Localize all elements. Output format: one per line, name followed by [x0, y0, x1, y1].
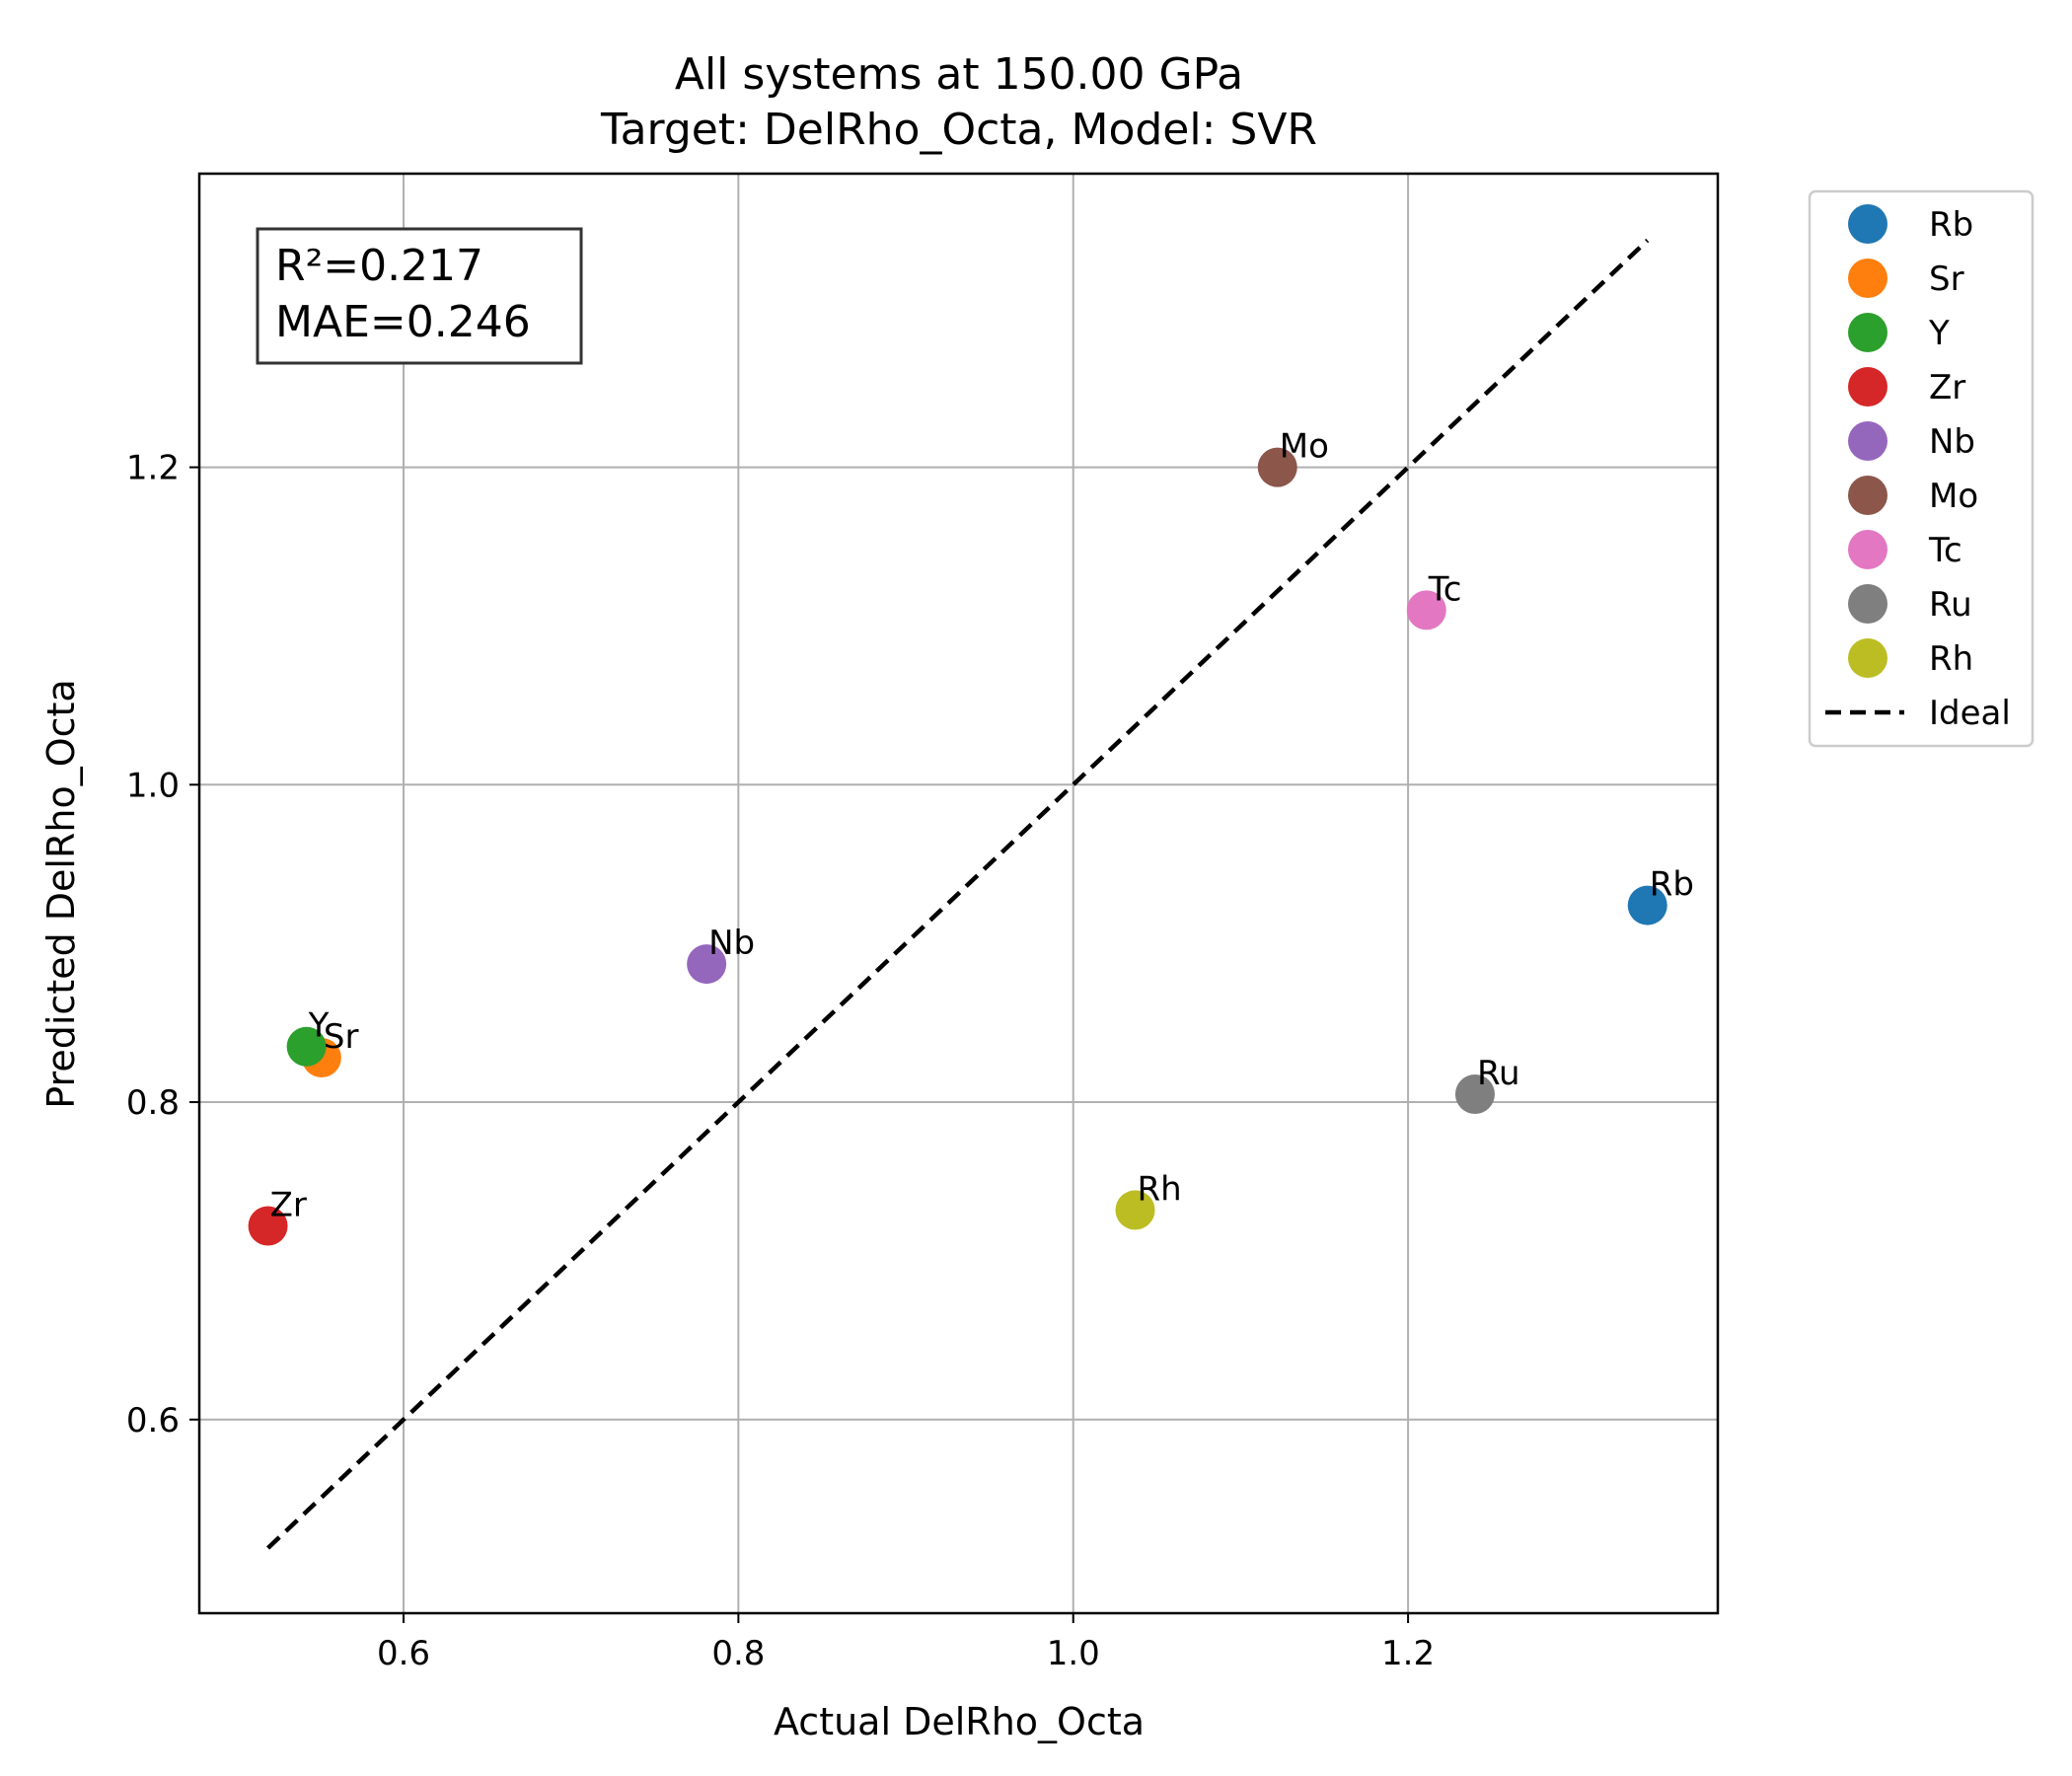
legend-label-mo: Mo: [1929, 477, 1978, 516]
legend-marker-mo: [1848, 476, 1887, 515]
legend-label-ideal: Ideal: [1929, 694, 2011, 733]
legend-label-zr: Zr: [1929, 368, 1965, 407]
stats-box-frame: [256, 227, 583, 365]
data-point-zr: [248, 1206, 288, 1246]
legend-label-sr: Sr: [1929, 259, 1964, 299]
point-label-ru: Ru: [1477, 1054, 1520, 1093]
point-label-zr: Zr: [270, 1186, 307, 1225]
legend-marker-zr: [1848, 367, 1887, 407]
point-label-y: Y: [308, 1006, 330, 1046]
axis-ticks: 0.6 0.8 1.0 1.2 0.6 0.8 1.0 1.2: [126, 449, 1435, 1673]
chart-subtitle: Target: DelRho_Octa, Model: SVR: [600, 105, 1317, 155]
x-tick-label: 1.0: [1047, 1634, 1100, 1673]
plot-frame: [197, 172, 1720, 1615]
legend-label-y: Y: [1928, 314, 1950, 353]
point-label-nb: Nb: [708, 924, 755, 963]
data-point-mo: [1257, 447, 1297, 487]
x-tick-label: 1.2: [1381, 1634, 1435, 1673]
legend: Rb Sr Y Zr Nb Mo Tc Ru Rh Ideal: [1808, 189, 2035, 748]
point-label-sr: Sr: [324, 1017, 359, 1057]
y-axis-label: Predicted DelRho_Octa: [39, 679, 83, 1108]
legend-marker-sr: [1848, 259, 1887, 298]
legend-marker-tc: [1848, 530, 1887, 569]
y-tick-label: 0.8: [126, 1083, 180, 1123]
data-point-tc: [1406, 590, 1446, 630]
stats-box: R²=0.217 MAE=0.246: [256, 227, 583, 365]
ideal-line: [266, 238, 1650, 1550]
legend-label-rh: Rh: [1929, 639, 1973, 679]
legend-marker-rh: [1848, 638, 1887, 678]
legend-label-ru: Ru: [1929, 585, 1972, 625]
x-axis-label: Actual DelRho_Octa: [774, 1700, 1145, 1743]
point-labels: Rb SrY Zr Nb Mo Tc Ru Rh: [270, 427, 1694, 1225]
data-point-rh: [1115, 1190, 1155, 1230]
legend-label-tc: Tc: [1928, 531, 1962, 570]
data-point-y: [286, 1026, 327, 1067]
point-label-tc: Tc: [1428, 569, 1462, 609]
legend-frame: [1808, 189, 2035, 748]
legend-marker-ru: [1848, 584, 1887, 624]
stats-r2: R²=0.217: [275, 241, 483, 291]
legend-items: Rb Sr Y Zr Nb Mo Tc Ru Rh Ideal: [1825, 204, 2011, 733]
point-label-mo: Mo: [1280, 427, 1329, 467]
point-label-rh: Rh: [1138, 1169, 1182, 1209]
chart-title: All systems at 150.00 GPa: [675, 49, 1243, 100]
x-tick-label: 0.8: [711, 1634, 765, 1673]
y-tick-label: 1.0: [126, 766, 180, 805]
x-tick-label: 0.6: [377, 1634, 430, 1673]
y-tick-label: 0.6: [126, 1401, 180, 1441]
data-points: [248, 447, 1667, 1246]
legend-marker-rb: [1848, 204, 1887, 244]
point-label-rb: Rb: [1650, 865, 1694, 905]
data-point-rb: [1627, 885, 1667, 925]
y-tick-label: 1.2: [126, 449, 180, 488]
stats-mae: MAE=0.246: [275, 297, 531, 347]
ideal-line-layer: [266, 238, 1650, 1550]
data-point-nb: [687, 944, 727, 985]
legend-label-rb: Rb: [1929, 205, 1973, 245]
legend-marker-y: [1848, 313, 1887, 352]
legend-label-nb: Nb: [1929, 422, 1975, 462]
legend-marker-nb: [1848, 421, 1887, 461]
data-point-ru: [1454, 1073, 1495, 1114]
